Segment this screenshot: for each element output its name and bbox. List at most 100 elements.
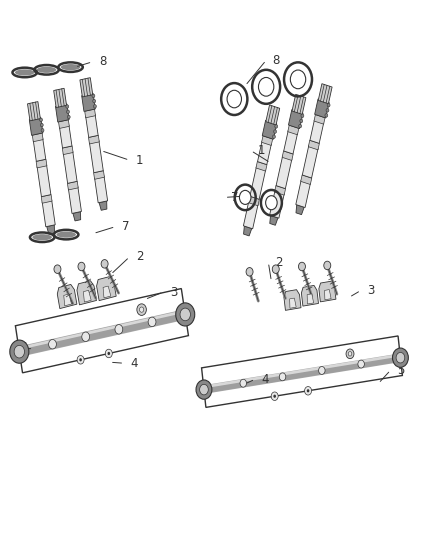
Text: 3: 3 [170, 286, 177, 298]
Circle shape [78, 262, 85, 271]
Circle shape [358, 360, 364, 368]
Circle shape [246, 268, 253, 276]
Circle shape [273, 394, 276, 398]
Circle shape [265, 196, 277, 209]
Polygon shape [270, 191, 284, 218]
Text: 6: 6 [19, 341, 27, 354]
Circle shape [82, 332, 90, 342]
Circle shape [200, 384, 208, 395]
Polygon shape [37, 165, 51, 197]
Polygon shape [244, 201, 258, 229]
Polygon shape [47, 225, 54, 234]
Text: 1: 1 [258, 144, 265, 157]
Circle shape [101, 260, 108, 268]
Circle shape [272, 265, 279, 273]
Polygon shape [314, 115, 325, 124]
Polygon shape [42, 200, 55, 227]
Polygon shape [276, 156, 292, 189]
Polygon shape [296, 205, 304, 215]
Circle shape [299, 124, 302, 128]
Polygon shape [292, 94, 306, 115]
Circle shape [10, 340, 29, 363]
Polygon shape [275, 185, 286, 195]
Circle shape [54, 265, 61, 273]
Polygon shape [99, 201, 107, 211]
Circle shape [137, 304, 146, 316]
Polygon shape [32, 133, 43, 142]
Circle shape [67, 115, 70, 119]
Circle shape [290, 70, 306, 88]
Polygon shape [64, 294, 71, 306]
Circle shape [318, 367, 325, 374]
Polygon shape [266, 105, 280, 125]
Polygon shape [308, 140, 319, 150]
Circle shape [326, 109, 329, 112]
Polygon shape [261, 136, 272, 146]
Polygon shape [282, 151, 293, 160]
Text: 7: 7 [122, 220, 130, 233]
Polygon shape [290, 298, 296, 308]
Polygon shape [59, 120, 69, 128]
Circle shape [300, 119, 303, 123]
Circle shape [275, 125, 278, 128]
Polygon shape [41, 195, 52, 203]
Circle shape [304, 386, 311, 395]
Polygon shape [310, 120, 324, 143]
Circle shape [66, 105, 69, 108]
Circle shape [258, 77, 274, 96]
Circle shape [346, 349, 354, 359]
Circle shape [115, 325, 123, 334]
Polygon shape [302, 146, 318, 178]
Polygon shape [63, 151, 77, 183]
Circle shape [196, 380, 212, 399]
Circle shape [227, 90, 241, 108]
Text: 2: 2 [275, 256, 283, 269]
Circle shape [49, 340, 57, 349]
Polygon shape [62, 146, 73, 155]
Polygon shape [28, 102, 40, 121]
Ellipse shape [61, 64, 80, 70]
Polygon shape [54, 88, 67, 108]
Polygon shape [250, 167, 266, 199]
Circle shape [298, 262, 305, 271]
Circle shape [40, 123, 43, 127]
Circle shape [301, 114, 304, 118]
Polygon shape [318, 84, 332, 104]
Circle shape [240, 379, 247, 387]
Circle shape [272, 135, 276, 139]
Polygon shape [57, 285, 77, 309]
Circle shape [67, 110, 69, 114]
Ellipse shape [37, 67, 57, 73]
Polygon shape [36, 159, 47, 168]
Text: 2: 2 [136, 251, 144, 263]
Circle shape [107, 352, 110, 355]
Polygon shape [77, 281, 96, 305]
Circle shape [148, 317, 156, 327]
Polygon shape [319, 281, 336, 302]
Circle shape [271, 392, 278, 400]
Text: 3: 3 [367, 284, 375, 297]
Circle shape [41, 128, 44, 132]
Circle shape [307, 389, 309, 392]
Circle shape [325, 114, 328, 117]
Circle shape [79, 358, 82, 361]
Polygon shape [73, 212, 81, 221]
Polygon shape [301, 285, 318, 306]
Circle shape [279, 373, 286, 381]
Ellipse shape [15, 69, 35, 76]
Polygon shape [86, 115, 98, 138]
Circle shape [324, 261, 331, 270]
Polygon shape [95, 176, 108, 203]
Circle shape [327, 103, 330, 107]
Polygon shape [83, 290, 91, 302]
Polygon shape [284, 289, 301, 310]
Circle shape [14, 345, 25, 358]
Circle shape [139, 307, 144, 312]
Circle shape [176, 303, 195, 326]
Polygon shape [307, 294, 314, 304]
Polygon shape [88, 135, 99, 144]
Text: 8: 8 [99, 55, 106, 68]
Ellipse shape [32, 234, 52, 240]
Text: 7: 7 [231, 191, 239, 204]
Polygon shape [94, 171, 104, 179]
